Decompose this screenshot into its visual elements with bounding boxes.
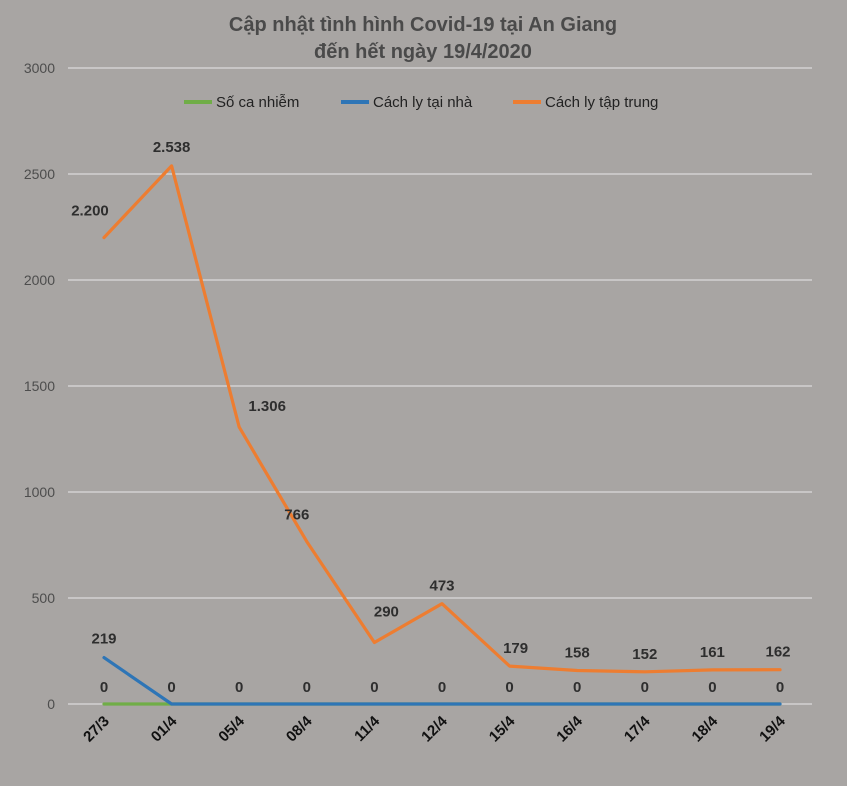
x-tick-label: 17/4 [621, 712, 654, 745]
y-tick-label: 0 [47, 696, 55, 712]
x-axis-ticks: 27/3 01/4 05/4 08/4 11/4 12/4 15/4 16/4 17/4 18/4… [80, 712, 789, 745]
y-tick-label: 3000 [24, 60, 55, 76]
legend-label: Cách ly tại nhà [373, 94, 473, 111]
data-label-concentrated: 161 [700, 644, 725, 661]
data-label-concentrated: 158 [565, 645, 590, 662]
series-lines [102, 164, 782, 706]
data-labels: 2.200 2.538 1.306 766 290 473 179 158 152 161 162 2… [71, 139, 790, 696]
data-label-concentrated: 766 [284, 507, 309, 524]
data-label-infected: 0 [708, 679, 716, 696]
y-tick-label: 2500 [24, 166, 55, 182]
y-tick-label: 500 [32, 590, 56, 606]
data-label-concentrated: 2.538 [153, 139, 191, 156]
data-label-infected: 0 [100, 679, 108, 696]
data-label-concentrated: 290 [374, 604, 399, 621]
legend-item-home-isolation: Cách ly tại nhà [341, 94, 473, 111]
x-tick-label: 11/4 [351, 712, 384, 745]
x-tick-label: 19/4 [756, 712, 789, 745]
data-label-infected: 0 [370, 679, 378, 696]
data-label-concentrated: 152 [632, 646, 657, 663]
y-axis-ticks: 0 500 1000 1500 2000 2500 3000 [24, 60, 55, 712]
data-label-infected: 0 [438, 679, 446, 696]
y-tick-label: 1000 [24, 484, 55, 500]
data-label-infected: 0 [235, 679, 243, 696]
x-tick-label: 18/4 [689, 712, 722, 745]
data-label-concentrated: 1.306 [248, 398, 286, 415]
data-label-infected: 0 [303, 679, 311, 696]
data-label-infected: 0 [505, 679, 513, 696]
data-label-infected: 0 [641, 679, 649, 696]
data-label-concentrated: 473 [429, 578, 454, 595]
gridlines [68, 67, 812, 705]
x-tick-label: 08/4 [283, 712, 316, 745]
data-label-concentrated: 162 [765, 644, 790, 661]
x-tick-label: 15/4 [486, 712, 519, 745]
x-tick-label: 05/4 [215, 712, 248, 745]
x-tick-label: 16/4 [553, 712, 586, 745]
series-home-isolation-line [102, 655, 782, 706]
legend-item-concentrated-isolation: Cách ly tập trung [513, 94, 658, 111]
data-label-home: 219 [91, 631, 116, 648]
x-tick-label: 12/4 [418, 712, 451, 745]
chart-subtitle: đến hết ngày 19/4/2020 [314, 41, 532, 63]
data-label-infected: 0 [573, 679, 581, 696]
data-label-concentrated: 2.200 [71, 203, 109, 220]
legend: Số ca nhiễm Cách ly tại nhà Cách ly tập tr… [184, 94, 658, 111]
data-label-infected: 0 [167, 679, 175, 696]
data-label-infected: 0 [776, 679, 784, 696]
series-concentrated-isolation-line [102, 164, 782, 674]
legend-item-infected: Số ca nhiễm [184, 94, 299, 111]
data-label-concentrated: 179 [503, 640, 528, 657]
x-tick-label: 01/4 [148, 712, 181, 745]
x-tick-label: 27/3 [80, 713, 113, 746]
legend-label: Số ca nhiễm [216, 94, 299, 111]
y-tick-label: 1500 [24, 378, 55, 394]
legend-label: Cách ly tập trung [545, 94, 658, 111]
chart-title: Cập nhật tình hình Covid-19 tại An Giang [229, 14, 617, 36]
y-tick-label: 2000 [24, 272, 55, 288]
